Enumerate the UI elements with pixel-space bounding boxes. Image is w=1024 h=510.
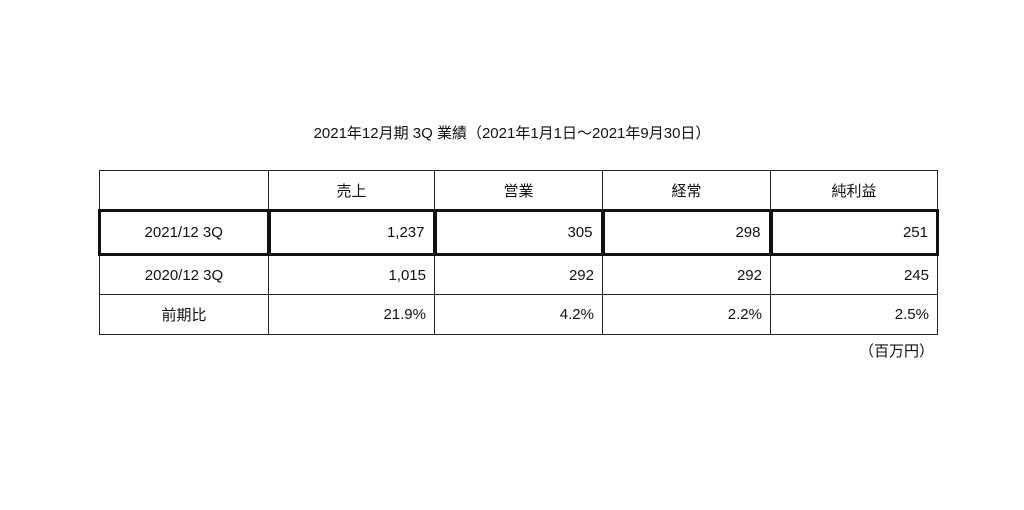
cell-ordinary: 292: [602, 254, 771, 295]
header-ordinary: 経常: [602, 170, 771, 211]
row-label: 2020/12 3Q: [99, 254, 269, 295]
cell-operating: 4.2%: [434, 294, 603, 335]
cell-ordinary: 298: [600, 209, 772, 256]
cell-ordinary: 2.2%: [602, 294, 771, 335]
cell-sales: 1,015: [268, 254, 435, 295]
cell-sales: 21.9%: [268, 294, 435, 335]
header-sales: 売上: [268, 170, 435, 211]
row-label: 前期比: [99, 294, 269, 335]
table-row: 2021/12 3Q 1,237 305 298 251: [98, 209, 939, 256]
header-operating: 営業: [434, 170, 603, 211]
header-cell-empty: [99, 170, 269, 211]
unit-note: （百万円）: [858, 343, 934, 360]
cell-operating: 305: [432, 209, 604, 256]
page-title: 2021年12月期 3Q 業績（2021年1月1日〜2021年9月30日）: [313, 125, 711, 142]
header-net-income: 純利益: [770, 170, 938, 211]
cell-operating: 292: [434, 254, 603, 295]
table-row: 前期比 21.9% 4.2% 2.2% 2.5%: [99, 294, 938, 335]
cell-net-income: 251: [768, 209, 939, 256]
table-row: 2020/12 3Q 1,015 292 292 245: [99, 254, 938, 295]
row-label: 2021/12 3Q: [98, 209, 270, 256]
header-row: 売上 営業 経常 純利益: [99, 170, 938, 211]
cell-net-income: 2.5%: [770, 294, 938, 335]
cell-sales: 1,237: [266, 209, 436, 256]
results-table: 売上 営業 経常 純利益 2021/12 3Q 1,237 305 298 25…: [98, 170, 939, 335]
cell-net-income: 245: [770, 254, 938, 295]
